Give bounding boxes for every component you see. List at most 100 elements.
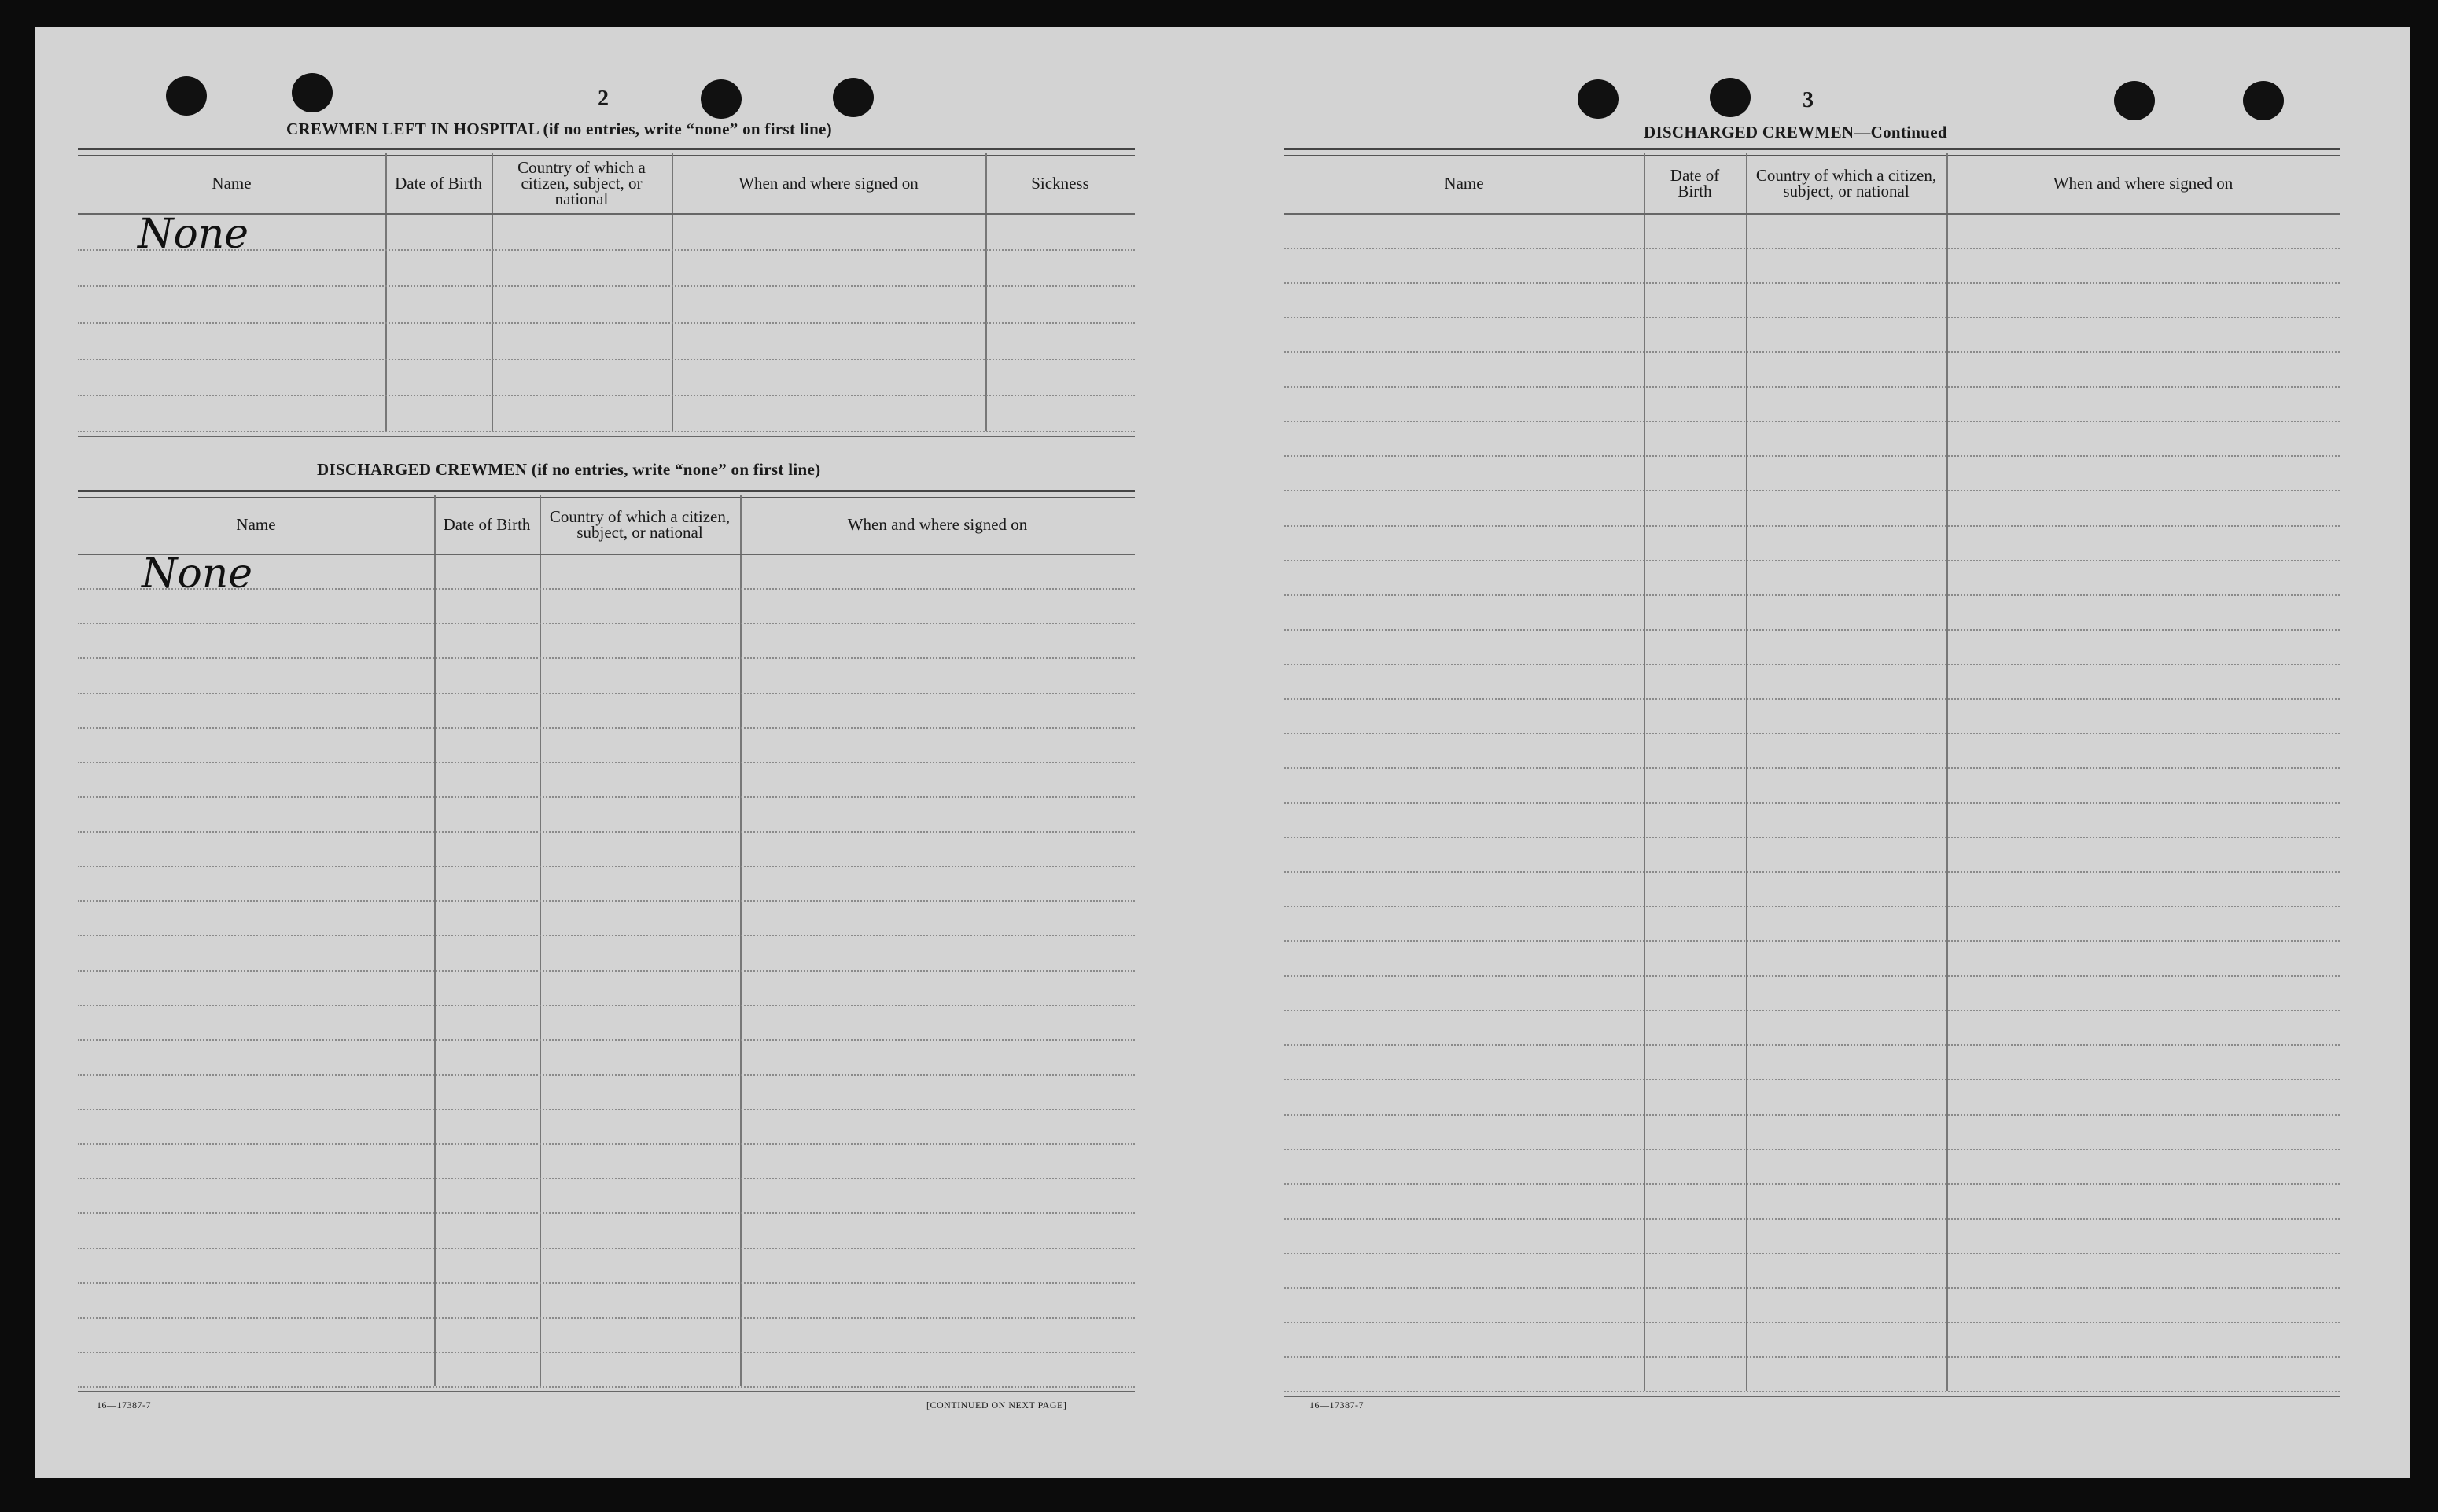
table-row-line xyxy=(1284,1044,2340,1046)
table-row-line xyxy=(78,657,1135,659)
discharged-top-rule xyxy=(78,490,1135,498)
column-divider xyxy=(492,153,493,431)
table-row-line xyxy=(78,1178,1135,1179)
table-row-line xyxy=(1284,1010,2340,1011)
table-row-line xyxy=(78,831,1135,833)
form-number-left: 16—17387-7 xyxy=(97,1400,151,1411)
table-row-line xyxy=(78,1352,1135,1353)
punch-hole xyxy=(1710,78,1751,117)
column-header: Date of Birth xyxy=(443,514,531,534)
header-rule xyxy=(78,213,1135,215)
table-row-line xyxy=(1284,525,2340,527)
table-row-line xyxy=(1284,317,2340,318)
column-header: When and where signed on xyxy=(2053,173,2234,193)
form-number-right: 16—17387-7 xyxy=(1309,1400,1364,1411)
table-row-line xyxy=(1284,1356,2340,1358)
table-row-line xyxy=(78,900,1135,902)
hospital-top-rule xyxy=(78,148,1135,156)
table-row-line xyxy=(1284,1149,2340,1150)
column-header: When and where signed on xyxy=(847,514,1028,534)
table-row-line xyxy=(1284,282,2340,284)
table-row-line xyxy=(1284,386,2340,388)
punch-hole xyxy=(292,73,333,112)
table-row-line xyxy=(1284,1114,2340,1116)
table-row-line xyxy=(78,1386,1135,1388)
table-row-line xyxy=(78,322,1135,324)
table-row-line xyxy=(78,431,1135,432)
table-row-line xyxy=(78,249,1135,251)
table-row-line xyxy=(1284,1287,2340,1289)
bottom-rule xyxy=(78,1391,1135,1392)
table-row-line xyxy=(1284,560,2340,561)
table-row-line xyxy=(78,1074,1135,1076)
punch-hole xyxy=(1578,79,1619,119)
punch-hole xyxy=(833,78,874,117)
table-row-line xyxy=(78,1248,1135,1249)
column-header: When and where signed on xyxy=(738,173,919,193)
table-row-line xyxy=(1284,975,2340,977)
discharged-section-title: DISCHARGED CREWMEN (if no entries, write… xyxy=(317,460,821,479)
table-row-line xyxy=(78,866,1135,867)
punch-hole xyxy=(2243,81,2284,120)
table-row-line xyxy=(78,935,1135,936)
table-row-line xyxy=(1284,837,2340,838)
table-row-line xyxy=(1284,906,2340,907)
column-header: Country of which a citizen, subject, or … xyxy=(1755,165,1937,200)
continued-note: [CONTINUED ON NEXT PAGE] xyxy=(926,1400,1067,1411)
document-spread xyxy=(35,27,2410,1478)
table-row-line xyxy=(78,796,1135,798)
table-row-line xyxy=(78,395,1135,396)
table-row-line xyxy=(78,727,1135,729)
table-row-line xyxy=(78,762,1135,763)
page-number-left: 2 xyxy=(598,86,609,111)
table-row-line xyxy=(78,1039,1135,1041)
column-header: Country of which a citizen, subject, or … xyxy=(549,506,731,542)
column-divider xyxy=(385,153,387,431)
column-divider xyxy=(672,153,673,431)
handwritten-none-hospital: None xyxy=(138,211,249,258)
right-top-rule xyxy=(1284,148,2340,156)
column-header: Date of Birth xyxy=(1670,165,1720,200)
column-divider xyxy=(1746,153,1747,1391)
table-row-line xyxy=(1284,871,2340,873)
table-row-line xyxy=(1284,248,2340,249)
table-row-line xyxy=(78,1212,1135,1214)
table-row-line xyxy=(1284,421,2340,422)
discharged-continued-title: DISCHARGED CREWMEN—Continued xyxy=(1644,123,1947,142)
table-row-line xyxy=(78,1317,1135,1319)
header-rule xyxy=(78,554,1135,555)
header-rule xyxy=(1284,213,2340,215)
column-divider xyxy=(1946,153,1948,1391)
table-row-line xyxy=(78,1005,1135,1006)
table-row-line xyxy=(78,970,1135,972)
table-row-line xyxy=(78,1282,1135,1284)
table-row-line xyxy=(1284,940,2340,942)
bottom-rule xyxy=(1284,1396,2340,1397)
table-row-line xyxy=(1284,733,2340,734)
column-header: Name xyxy=(1444,173,1484,193)
punch-hole xyxy=(166,76,207,116)
column-header: Name xyxy=(236,514,276,534)
bottom-rule xyxy=(78,436,1135,437)
table-row-line xyxy=(1284,802,2340,804)
column-divider xyxy=(740,495,742,1386)
table-row-line xyxy=(1284,490,2340,491)
punch-hole xyxy=(2114,81,2155,120)
column-header: Date of Birth xyxy=(395,173,482,193)
table-row-line xyxy=(1284,1253,2340,1254)
table-row-line xyxy=(1284,767,2340,769)
page-number-right: 3 xyxy=(1803,88,1814,112)
column-divider xyxy=(434,495,436,1386)
table-row-line xyxy=(1284,664,2340,665)
hospital-section-title: CREWMEN LEFT IN HOSPITAL (if no entries,… xyxy=(286,120,832,138)
column-header: Name xyxy=(212,173,252,193)
column-divider xyxy=(1644,153,1645,1391)
table-row-line xyxy=(1284,1322,2340,1323)
punch-hole xyxy=(701,79,742,119)
column-header: Sickness xyxy=(1031,173,1089,193)
table-row-line xyxy=(78,285,1135,287)
table-row-line xyxy=(1284,1218,2340,1220)
table-row-line xyxy=(1284,455,2340,457)
table-row-line xyxy=(78,623,1135,624)
table-row-line xyxy=(1284,594,2340,596)
